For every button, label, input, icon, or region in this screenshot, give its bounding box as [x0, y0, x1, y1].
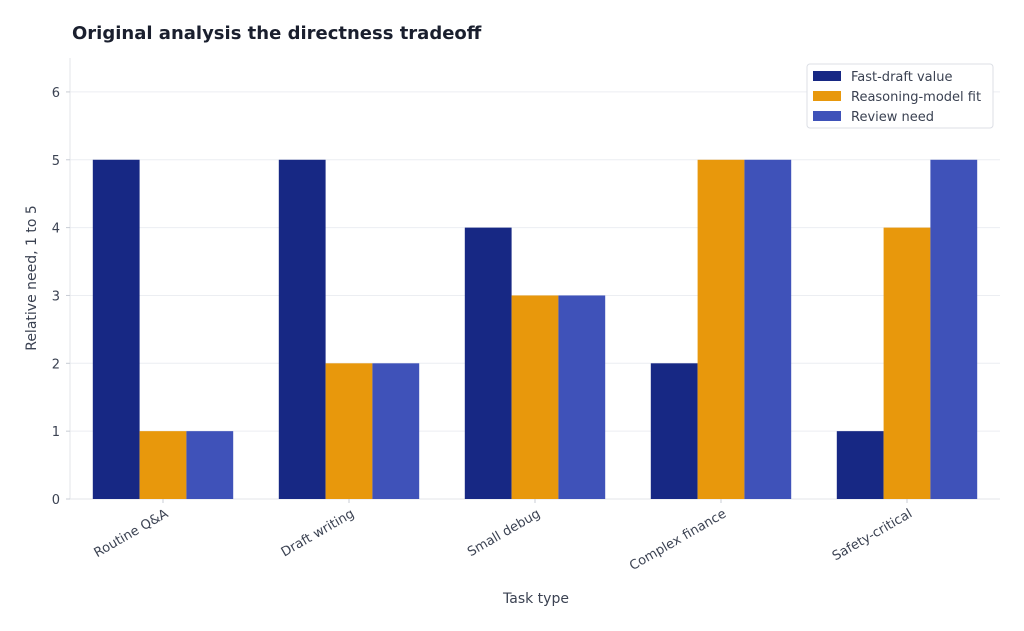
x-tick-label: Small debug: [465, 506, 543, 560]
bar-review-need-0: [186, 431, 234, 499]
x-tick-label: Routine Q&A: [92, 506, 171, 561]
y-tick-label: 2: [52, 357, 60, 372]
legend-swatch: [813, 91, 841, 101]
bars: [92, 159, 978, 499]
bar-review-need-4: [930, 159, 978, 499]
bar-fast-draft-value-2: [464, 227, 512, 499]
legend-label: Review need: [851, 110, 934, 125]
bar-review-need-3: [744, 159, 792, 499]
legend-label: Reasoning-model fit: [851, 90, 981, 105]
legend-label: Fast-draft value: [851, 70, 952, 85]
bar-reasoning-model-fit-1: [325, 363, 373, 499]
y-tick-label: 6: [52, 86, 60, 101]
x-tick-label: Draft writing: [279, 506, 357, 560]
bar-review-need-2: [558, 295, 606, 499]
bar-fast-draft-value-4: [836, 431, 884, 499]
bar-review-need-1: [372, 363, 420, 499]
y-tick-label: 1: [52, 425, 60, 440]
x-tick-label: Complex finance: [627, 506, 729, 573]
y-axis-label: Relative need, 1 to 5: [24, 205, 40, 351]
y-tick-label: 5: [52, 154, 60, 169]
legend-swatch: [813, 71, 841, 81]
bar-reasoning-model-fit-4: [883, 227, 931, 499]
bar-reasoning-model-fit-0: [139, 431, 187, 499]
legend: Fast-draft value Reasoning-model fit Revie…: [806, 63, 994, 129]
y-tick-label: 0: [52, 493, 60, 508]
x-tick-labels: Routine Q&A Draft writing Small debug Compl…: [92, 499, 915, 574]
x-tick-label: Safety-critical: [830, 506, 915, 564]
bar-reasoning-model-fit-2: [511, 295, 559, 499]
y-tick-labels: 0 1 2 3 4 5 6: [52, 86, 70, 508]
x-axis-label: Task type: [502, 591, 569, 607]
legend-box: [806, 63, 994, 129]
legend-swatch: [813, 111, 841, 121]
bar-fast-draft-value-1: [278, 159, 326, 499]
bar-fast-draft-value-3: [650, 363, 698, 499]
bar-reasoning-model-fit-3: [697, 159, 745, 499]
bar-fast-draft-value-0: [92, 159, 140, 499]
chart-title: Original analysis the directness tradeof…: [72, 23, 482, 44]
y-tick-label: 3: [52, 289, 60, 304]
y-tick-label: 4: [52, 222, 60, 237]
